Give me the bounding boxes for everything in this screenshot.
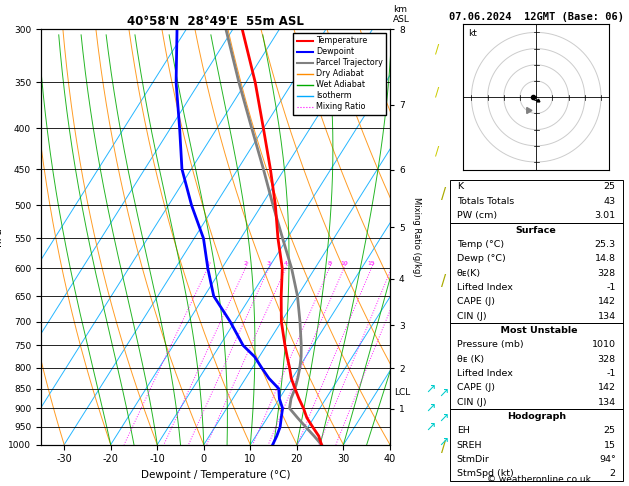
- Text: Lifted Index: Lifted Index: [457, 369, 513, 378]
- Text: LCL: LCL: [394, 388, 410, 397]
- Text: 3: 3: [267, 261, 270, 266]
- Bar: [450, 223, 623, 323]
- Text: ↗: ↗: [438, 387, 448, 400]
- Text: CIN (J): CIN (J): [457, 398, 486, 407]
- Text: Most Unstable: Most Unstable: [494, 326, 578, 335]
- Text: 142: 142: [598, 297, 616, 306]
- Text: Surface: Surface: [516, 226, 557, 235]
- Text: 25.3: 25.3: [594, 240, 616, 249]
- Text: /: /: [435, 144, 439, 157]
- Text: 15: 15: [367, 261, 375, 266]
- Text: ↗: ↗: [438, 436, 448, 449]
- Text: -1: -1: [606, 369, 616, 378]
- Text: © weatheronline.co.uk: © weatheronline.co.uk: [487, 474, 591, 484]
- Text: /: /: [441, 275, 446, 289]
- Text: EH: EH: [457, 426, 469, 435]
- Text: 14.8: 14.8: [595, 254, 616, 263]
- Text: Hodograph: Hodograph: [507, 412, 565, 421]
- Text: /: /: [441, 187, 446, 202]
- Text: StmDir: StmDir: [457, 455, 489, 464]
- Text: ↗: ↗: [426, 421, 436, 434]
- Text: CAPE (J): CAPE (J): [457, 297, 494, 306]
- Text: Temp (°C): Temp (°C): [457, 240, 504, 249]
- Text: 2: 2: [243, 261, 247, 266]
- Text: θᴇ (K): θᴇ (K): [457, 355, 484, 364]
- Text: 3.01: 3.01: [594, 211, 616, 220]
- Text: Totals Totals: Totals Totals: [457, 197, 514, 206]
- Text: SREH: SREH: [457, 441, 482, 450]
- Title: 40°58'N  28°49'E  55m ASL: 40°58'N 28°49'E 55m ASL: [127, 15, 304, 28]
- Legend: Temperature, Dewpoint, Parcel Trajectory, Dry Adiabat, Wet Adiabat, Isotherm, Mi: Temperature, Dewpoint, Parcel Trajectory…: [293, 33, 386, 115]
- Bar: [450, 323, 623, 409]
- Text: Lifted Index: Lifted Index: [457, 283, 513, 292]
- Text: 142: 142: [598, 383, 616, 392]
- Text: 2: 2: [610, 469, 616, 478]
- Text: 1: 1: [206, 261, 209, 266]
- Text: 134: 134: [598, 312, 616, 321]
- Y-axis label: hPa: hPa: [0, 227, 3, 246]
- Text: StmSpd (kt): StmSpd (kt): [457, 469, 513, 478]
- Text: PW (cm): PW (cm): [457, 211, 497, 220]
- X-axis label: Dewpoint / Temperature (°C): Dewpoint / Temperature (°C): [141, 470, 290, 480]
- Text: 07.06.2024  12GMT (Base: 06): 07.06.2024 12GMT (Base: 06): [448, 12, 624, 22]
- Text: θᴇ(K): θᴇ(K): [457, 269, 481, 278]
- Text: 134: 134: [598, 398, 616, 407]
- Text: 43: 43: [604, 197, 616, 206]
- Text: 1010: 1010: [592, 340, 616, 349]
- Text: 10: 10: [340, 261, 348, 266]
- Text: 328: 328: [598, 269, 616, 278]
- Bar: [450, 180, 623, 223]
- Text: 25: 25: [604, 183, 616, 191]
- Bar: [450, 409, 623, 481]
- Text: 15: 15: [604, 441, 616, 450]
- Text: ↗: ↗: [426, 402, 436, 415]
- Text: K: K: [457, 183, 463, 191]
- Text: CAPE (J): CAPE (J): [457, 383, 494, 392]
- Text: 4: 4: [284, 261, 287, 266]
- Text: 328: 328: [598, 355, 616, 364]
- Text: 8: 8: [327, 261, 331, 266]
- Text: Pressure (mb): Pressure (mb): [457, 340, 523, 349]
- Text: km
ASL: km ASL: [393, 5, 410, 24]
- Text: 25: 25: [604, 426, 616, 435]
- Text: /: /: [441, 440, 446, 454]
- Text: /: /: [435, 42, 439, 55]
- Text: ↗: ↗: [426, 382, 436, 395]
- Text: ↗: ↗: [438, 412, 448, 424]
- Text: -1: -1: [606, 283, 616, 292]
- Text: kt: kt: [468, 29, 477, 37]
- Text: 94°: 94°: [599, 455, 616, 464]
- Text: /: /: [435, 86, 439, 99]
- Text: CIN (J): CIN (J): [457, 312, 486, 321]
- Text: Dewp (°C): Dewp (°C): [457, 254, 506, 263]
- Y-axis label: Mixing Ratio (g/kg): Mixing Ratio (g/kg): [413, 197, 421, 277]
